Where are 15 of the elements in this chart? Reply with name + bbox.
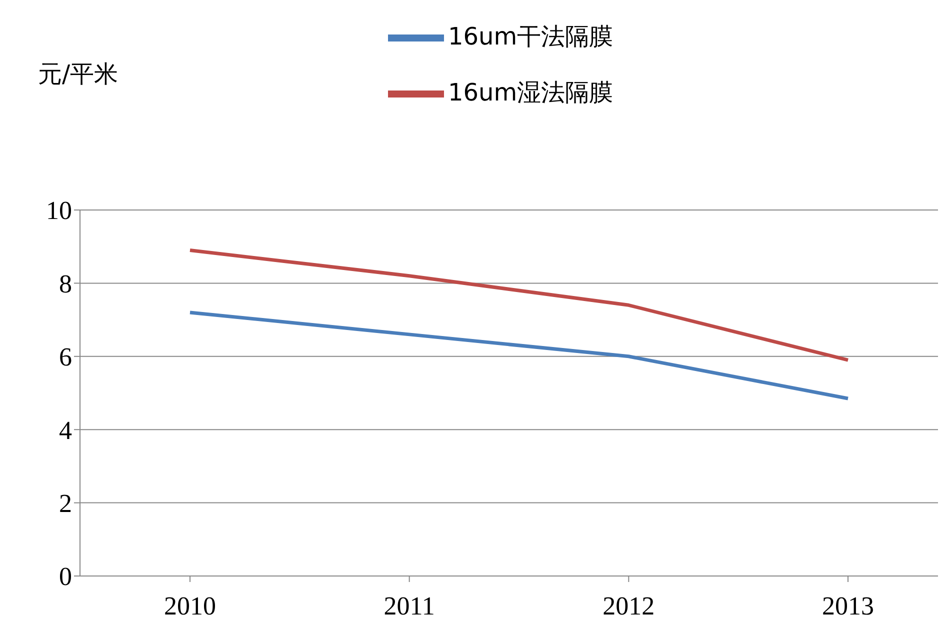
y-tick-label: 10 [46,196,72,226]
legend-label: 16um干法隔膜 [448,22,614,51]
x-tick-label: 2013 [822,591,874,620]
y-axis-title: 元/平米 [38,59,118,90]
y-tick-label: 0 [59,562,72,592]
legend-label: 16um湿法隔膜 [448,78,614,107]
y-tick-label: 6 [59,342,72,372]
y-tick-label: 4 [59,416,72,445]
line-series [188,248,850,362]
x-tick-label: 2012 [602,591,655,620]
x-tick-label: 2011 [384,591,435,620]
x-tick-label: 2010 [164,591,216,620]
line-series [188,310,850,400]
y-tick-label: 8 [59,269,72,298]
y-tick-label: 2 [59,489,72,518]
